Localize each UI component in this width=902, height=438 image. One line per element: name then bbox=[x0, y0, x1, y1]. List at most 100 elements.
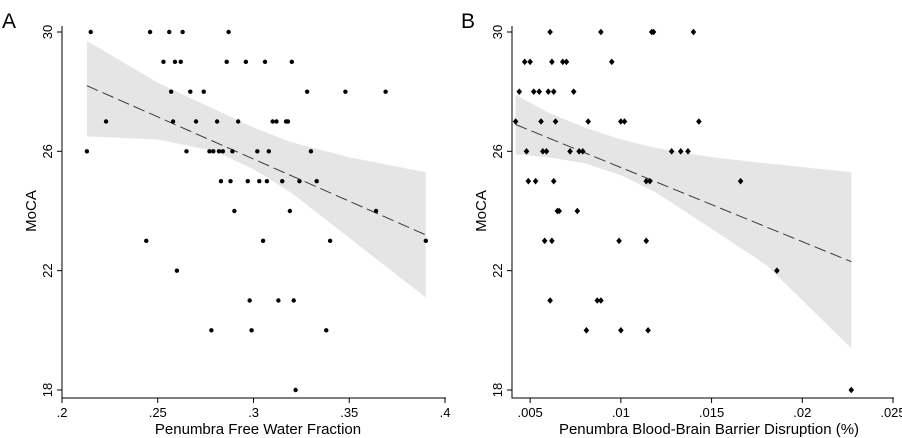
data-point bbox=[103, 119, 109, 124]
data-point bbox=[88, 29, 93, 35]
data-point bbox=[285, 119, 291, 124]
data-point bbox=[293, 387, 298, 393]
y-tick-label: 26 bbox=[490, 144, 505, 158]
panel-b-points bbox=[512, 28, 855, 394]
data-point bbox=[184, 149, 189, 154]
data-point bbox=[556, 207, 562, 215]
data-point bbox=[280, 178, 285, 184]
y-tick-label: 26 bbox=[40, 144, 55, 158]
data-point bbox=[563, 58, 570, 66]
data-point bbox=[257, 178, 262, 184]
data-point bbox=[167, 29, 172, 35]
data-point bbox=[266, 149, 272, 154]
data-point bbox=[618, 327, 624, 334]
x-tick-label: .25 bbox=[149, 405, 167, 420]
data-point bbox=[550, 88, 557, 95]
data-point bbox=[188, 89, 193, 94]
data-point bbox=[228, 178, 233, 184]
data-point bbox=[209, 328, 214, 333]
data-point bbox=[324, 328, 329, 333]
data-point bbox=[549, 237, 555, 245]
data-point bbox=[552, 118, 559, 125]
panel-b-fit-line bbox=[515, 124, 852, 263]
data-point bbox=[523, 148, 530, 155]
data-point bbox=[668, 148, 675, 155]
data-point bbox=[172, 59, 178, 65]
data-point bbox=[543, 148, 550, 155]
data-point bbox=[645, 327, 651, 334]
panel-a-y-axis-label: MoCA bbox=[23, 190, 40, 232]
panel-b-axes bbox=[511, 26, 894, 399]
panel-b-confidence-band bbox=[515, 94, 852, 349]
data-point bbox=[214, 119, 220, 124]
data-point bbox=[270, 119, 275, 124]
data-point bbox=[521, 58, 528, 66]
data-point bbox=[598, 297, 604, 304]
y-tick-label: 18 bbox=[490, 383, 505, 397]
data-point bbox=[532, 177, 539, 185]
data-point bbox=[560, 58, 566, 66]
data-point bbox=[262, 59, 268, 65]
data-point bbox=[774, 267, 780, 274]
data-point bbox=[530, 88, 537, 95]
data-point bbox=[737, 177, 744, 185]
data-point bbox=[570, 88, 577, 95]
data-point bbox=[525, 177, 532, 185]
data-point bbox=[383, 89, 388, 94]
data-point bbox=[647, 177, 653, 185]
x-tick-label: .2 bbox=[57, 405, 68, 420]
data-point bbox=[690, 28, 697, 36]
data-point bbox=[550, 177, 557, 185]
data-point bbox=[545, 88, 552, 95]
x-tick-label: .025 bbox=[880, 405, 902, 420]
data-point bbox=[147, 29, 153, 35]
data-point bbox=[616, 237, 622, 245]
data-point bbox=[161, 59, 166, 65]
panel-a-letter: A bbox=[2, 10, 16, 33]
data-point bbox=[643, 237, 650, 245]
data-point bbox=[235, 119, 241, 124]
data-point bbox=[516, 88, 523, 95]
panel-b-letter: B bbox=[461, 10, 475, 33]
panel-a-x-ticks: .2 .25 .3 .35 .4 bbox=[57, 398, 450, 420]
panel-a-fit-line bbox=[86, 85, 427, 236]
data-point bbox=[144, 238, 149, 244]
data-point bbox=[243, 59, 249, 65]
panel-b-x-ticks: .005 .01 .015 .02 .025 bbox=[517, 398, 902, 420]
data-point bbox=[618, 118, 624, 125]
data-point bbox=[174, 268, 180, 273]
data-point bbox=[527, 58, 533, 66]
panel-b: B .005 .01 .015 .02 .025 18 22 26 30 Penumbra B… bbox=[461, 10, 902, 438]
data-point bbox=[232, 208, 237, 214]
data-point bbox=[549, 58, 555, 66]
data-point bbox=[247, 298, 252, 303]
panel-b-x-axis-label: Penumbra Blood-Brain Barrier Disruption … bbox=[559, 421, 859, 438]
panel-a-y-ticks: 18 22 26 30 bbox=[40, 25, 62, 397]
data-point bbox=[314, 178, 319, 184]
data-point bbox=[289, 59, 294, 65]
data-point bbox=[168, 89, 174, 94]
panel-a: A .2 .25 .3 .35 .4 18 22 26 30 Penumbra Free Wa… bbox=[2, 10, 450, 438]
x-tick-label: .01 bbox=[612, 405, 630, 420]
data-point bbox=[696, 118, 702, 125]
y-tick-label: 22 bbox=[40, 263, 55, 277]
data-point bbox=[567, 148, 573, 155]
data-point bbox=[685, 148, 691, 155]
data-point bbox=[291, 298, 296, 303]
data-point bbox=[180, 29, 185, 35]
data-point bbox=[193, 119, 199, 124]
data-point bbox=[848, 386, 855, 394]
data-point bbox=[224, 59, 229, 65]
panel-a-points bbox=[84, 29, 429, 393]
data-point bbox=[276, 298, 281, 303]
x-tick-label: .015 bbox=[699, 405, 724, 420]
panel-a-confidence-band bbox=[86, 40, 426, 298]
y-tick-label: 30 bbox=[490, 25, 505, 39]
x-tick-label: .02 bbox=[793, 405, 811, 420]
data-point bbox=[574, 207, 581, 215]
data-point bbox=[583, 327, 590, 334]
data-point bbox=[343, 89, 348, 94]
panel-a-x-axis-label: Penumbra Free Water Fraction bbox=[155, 421, 361, 438]
y-tick-label: 18 bbox=[40, 383, 55, 397]
